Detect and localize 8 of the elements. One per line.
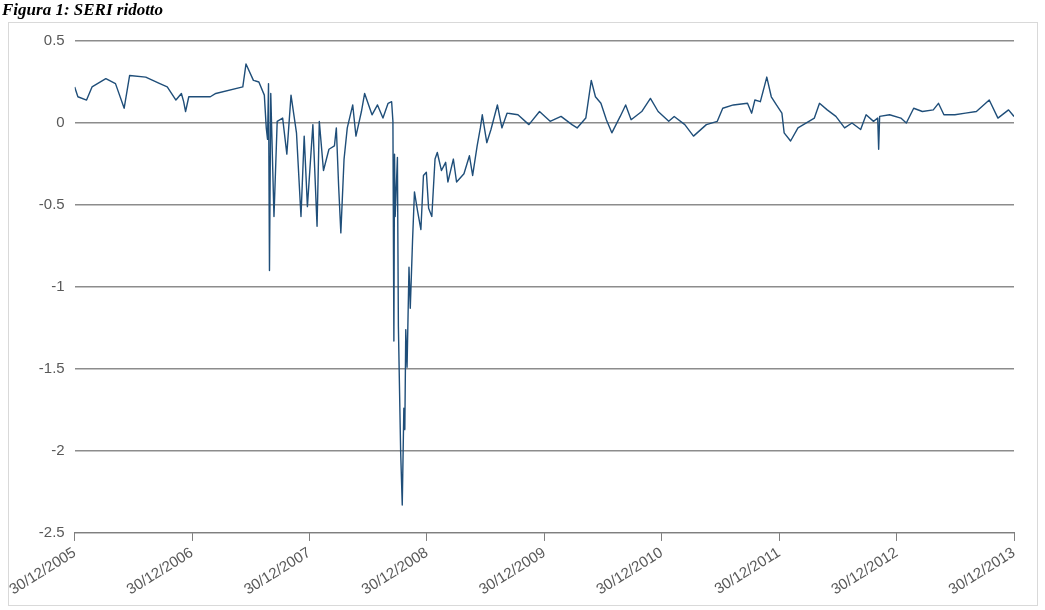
y-tick-label: -2.5 <box>38 523 65 541</box>
y-tick-label: 0.5 <box>43 31 65 49</box>
y-tick-label: 0 <box>56 113 65 131</box>
y-tick-label: -2 <box>51 441 65 459</box>
y-tick-label: -0.5 <box>38 195 65 213</box>
y-tick-label: -1.5 <box>38 359 65 377</box>
y-tick-label: -1 <box>51 277 65 295</box>
chart-title: Figura 1: SERI ridotto <box>2 0 164 20</box>
